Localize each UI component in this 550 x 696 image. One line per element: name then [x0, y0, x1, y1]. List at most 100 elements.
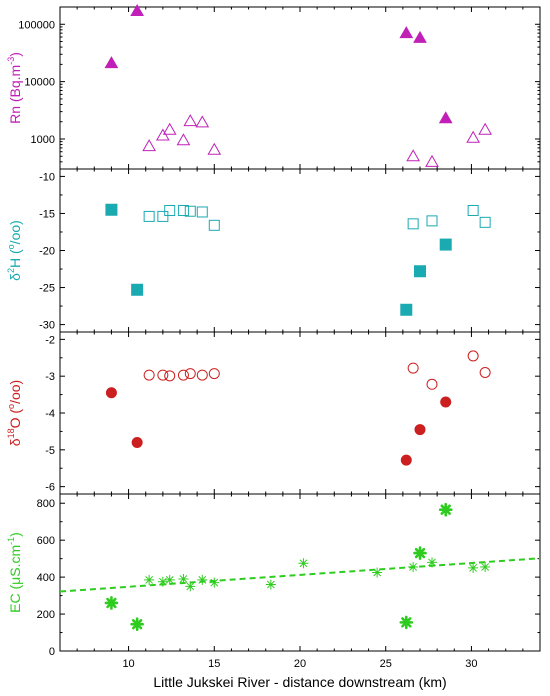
y-tick-label: -2 — [45, 334, 55, 346]
y-label-part: EC (μS.cm — [7, 545, 23, 613]
data-point-circle-filled — [131, 436, 143, 448]
data-point-circle-filled — [440, 396, 452, 408]
data-point-square-open — [426, 215, 438, 227]
star-stroke — [401, 617, 412, 628]
panel-frame — [59, 6, 541, 170]
y-axis-label: Rn (Bq.m-3) — [6, 52, 23, 124]
panel-ec: 0 200 400 600 800 EC (μS.cm-1) — [6, 493, 541, 658]
data-point-square-open — [164, 204, 176, 216]
y-tick-label: 100000 — [18, 19, 55, 31]
data-point-asterisk-open — [157, 576, 168, 587]
y-tick-label: -10 — [39, 171, 55, 183]
data-point-square-open — [208, 219, 220, 231]
y-axis-label: EC (μS.cm-1) — [6, 532, 23, 613]
panel-d18o: -2 -3 -4 -5 -6 δ18O (o/oo) — [6, 331, 541, 495]
data-point-circle-filled — [400, 454, 412, 466]
y-label-part: /oo) — [7, 220, 23, 244]
y-tick-label: -20 — [39, 246, 55, 258]
star-stroke — [440, 504, 451, 515]
y-tick-label: 10000 — [24, 77, 55, 89]
data-point-circle-open — [426, 378, 438, 390]
data-point-circle-open — [184, 368, 196, 380]
data-point-square-filled — [131, 283, 144, 296]
y-tick-label: 800 — [37, 498, 55, 510]
data-point-square-open — [196, 206, 208, 218]
y-label-sup: 18 — [6, 428, 16, 438]
y-tick-label: 600 — [37, 535, 55, 547]
y-label-part: δ — [7, 438, 23, 446]
y-axis-label: δ18O (o/oo) — [6, 380, 23, 446]
panel-rn: 1000 10000 100000 Rn (Bq.m-3) — [6, 4, 541, 170]
data-point-star-filled — [130, 617, 144, 632]
y-label-sup: o — [6, 404, 16, 409]
data-point-asterisk-open — [197, 574, 208, 585]
data-point-square-filled — [439, 238, 452, 251]
data-point-triangle-filled — [413, 30, 427, 43]
data-point-circle-open — [157, 369, 169, 381]
data-point-square-open — [184, 205, 196, 217]
data-point-square-open — [157, 210, 169, 222]
data-point-asterisk-open — [480, 561, 491, 572]
y-label-sup: -1 — [6, 537, 16, 545]
asterisk-stroke — [299, 559, 308, 568]
data-point-triangle-open — [155, 128, 170, 141]
data-point-square-open — [467, 204, 479, 216]
data-point-triangle-open — [466, 130, 481, 143]
data-point-star-filled — [399, 615, 414, 630]
y-axis-label: δ2H (o/oo) — [6, 220, 23, 281]
y-tick-label: -25 — [39, 283, 55, 295]
y-label-part: ) — [7, 52, 23, 57]
x-tick-label: 30 — [465, 658, 477, 670]
data-point-asterisk-open — [209, 577, 220, 588]
data-point-asterisk-open — [265, 579, 276, 590]
data-point-square-open — [407, 218, 419, 230]
y-tick-label: -5 — [45, 445, 55, 457]
asterisk-stroke — [481, 563, 490, 571]
data-point-star-filled — [104, 596, 119, 610]
data-point-triangle-open — [162, 122, 177, 135]
data-point-triangle-open — [195, 115, 210, 128]
data-point-triangle-open — [406, 149, 421, 162]
y-label-part: ) — [7, 532, 23, 537]
data-point-triangle-filled — [399, 26, 414, 39]
data-point-triangle-open — [176, 133, 191, 146]
asterisk-stroke — [198, 575, 207, 584]
asterisk-stroke — [179, 575, 188, 583]
data-point-circle-filled — [414, 424, 426, 436]
y-label-part: Rn (Bq.m — [7, 65, 23, 124]
data-point-circle-open — [196, 369, 208, 381]
y-tick-label: 200 — [37, 609, 55, 621]
data-point-circle-open — [143, 369, 155, 381]
y-label-sup: -3 — [6, 57, 16, 65]
asterisk-stroke — [210, 578, 219, 587]
y-tick-label: -30 — [39, 320, 55, 332]
data-point-square-open — [177, 204, 189, 216]
asterisk-stroke — [145, 575, 154, 584]
x-tick-label: 25 — [380, 658, 392, 670]
data-point-circle-open — [164, 370, 176, 382]
y-tick-label: 1000 — [31, 134, 55, 146]
x-tick-label: 10 — [122, 658, 134, 670]
asterisk-stroke — [158, 577, 167, 586]
y-label-part: O ( — [7, 409, 23, 429]
data-point-circle-filled — [105, 387, 117, 399]
y-tick-label: -15 — [39, 208, 55, 220]
x-tick-label: 20 — [294, 658, 306, 670]
data-point-triangle-open — [207, 142, 222, 155]
data-point-square-filled — [400, 303, 413, 316]
data-point-star-filled — [438, 502, 453, 517]
data-point-circle-open — [479, 367, 491, 378]
data-point-asterisk-open — [408, 561, 419, 572]
data-point-square-filled — [414, 265, 426, 278]
y-tick-label: -4 — [45, 408, 55, 420]
data-point-asterisk-open — [468, 562, 479, 573]
y-label-sup: o — [6, 244, 16, 249]
y-tick-label: 400 — [37, 572, 55, 584]
asterisk-stroke — [469, 563, 478, 572]
y-tick-label: -3 — [45, 371, 55, 383]
asterisk-stroke — [373, 568, 382, 577]
panel-d2h: -10 -15 -20 -25 -30 δ2H (o/oo) — [6, 168, 541, 333]
star-stroke — [414, 547, 426, 559]
data-point-square-open — [143, 210, 155, 222]
